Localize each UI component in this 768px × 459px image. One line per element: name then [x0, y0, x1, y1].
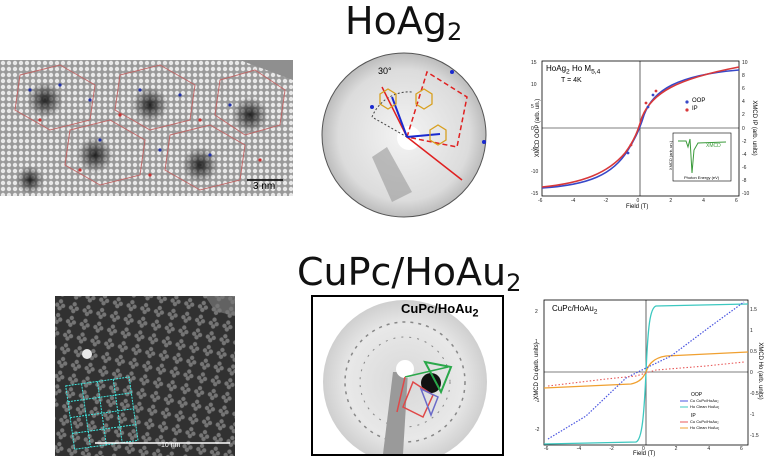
tick-label: 1 — [750, 328, 753, 334]
tick-label: 10 — [531, 81, 537, 88]
tick-label: -4 — [576, 446, 582, 452]
tick-label: -4 — [570, 198, 576, 204]
stm-bottom-scale-label: 10 nm — [161, 442, 181, 449]
tick-label: -1 — [535, 397, 540, 404]
tick-label: 4 — [702, 198, 705, 204]
legend-ip: IP — [692, 106, 698, 112]
xmcd-bottom-xlabel: Field (T) — [633, 451, 656, 457]
tick-label: 2 — [674, 446, 678, 452]
tick-label: -5 — [531, 147, 536, 154]
stm-image-hoag2: 3 nm — [0, 60, 293, 196]
xmcd-sample-label: HoAg2 Ho M5,4 — [546, 64, 601, 76]
leed-pattern-cupc-hoau2: CuPc/HoAu2 — [311, 295, 504, 456]
tick-label: -15 — [531, 191, 539, 197]
tick-label: 0 — [531, 125, 534, 132]
leed-angle-label: 30° — [378, 66, 392, 76]
inset-ylabel: XMCD (arb. un.) — [668, 140, 674, 171]
legend-title-ip: IP — [691, 413, 696, 419]
tick-label: 0.5 — [750, 349, 757, 355]
tick-label: -2 — [742, 138, 747, 145]
xmcd-ylabel-right: XMCD IP (arb. units) — [751, 100, 757, 156]
tick-label: -1 — [750, 412, 755, 418]
tick-label: 8 — [742, 73, 745, 80]
tick-label: 0 — [642, 446, 645, 452]
tick-label: -0.5 — [750, 391, 759, 397]
legend-oop: OOP — [692, 98, 706, 104]
xmcd-ylabel-left: XMCD OOP (arb. un.) — [535, 98, 541, 158]
tick-label: -8 — [742, 177, 747, 184]
legend-oop-ho: Ho Clean HoAu₂ — [690, 404, 720, 409]
tick-label: -2 — [603, 198, 609, 204]
tick-label: 2 — [669, 198, 673, 204]
top-title: HoAg2 — [345, 0, 463, 46]
tick-label: 2 — [535, 309, 538, 315]
leed-pattern-hoag2: 30° — [312, 52, 496, 218]
tick-label: 0 — [742, 125, 745, 132]
inset-xlabel: Photon Energy (eV) — [684, 175, 720, 180]
inset-legend: XMCD — [706, 143, 721, 149]
tick-label: 6 — [740, 446, 743, 452]
tick-label: 0 — [636, 198, 640, 204]
stm-image-cupc-hoau2: 10 nm — [55, 296, 235, 456]
xmcd-xlabel: Field (T) — [626, 204, 649, 210]
bottom-title: CuPc/HoAu2 — [297, 250, 522, 297]
tick-label: -2 — [609, 446, 614, 452]
legend-oop-cu: Cu CuPc/HoAu₂ — [690, 398, 719, 403]
tick-label: 15 — [531, 60, 537, 66]
tick-label: -6 — [538, 198, 543, 204]
legend-ip-ho: Ho Clean HoAu₂ — [690, 425, 720, 430]
tick-label: 0 — [750, 370, 753, 376]
tick-label: -6 — [742, 164, 747, 171]
xmcd-temperature: T = 4K — [561, 77, 582, 84]
leed-sample-label: CuPc/HoAu2 — [401, 301, 479, 320]
stm-scale-label: 3 nm — [253, 181, 276, 192]
tick-label: 6 — [735, 198, 738, 204]
tick-label: 4 — [707, 446, 711, 452]
tick-label: 5 — [531, 103, 534, 110]
tick-label: -1.5 — [750, 433, 759, 439]
legend-ip-cu: Cu CuPc/HoAu₂ — [690, 419, 719, 424]
xmcd-bottom-ylabel-right: XMCD Ho (arb. units) — [757, 342, 763, 400]
tick-label: 4 — [742, 99, 745, 106]
xmcd-cupc-hoau2-chart: CuPc/HoAu2 OOP Cu CuPc/HoAu₂ Ho Clean Ho… — [526, 296, 768, 459]
tick-label: 0 — [535, 368, 538, 374]
tick-label: 2 — [742, 112, 745, 119]
tick-label: -4 — [742, 151, 747, 158]
tick-label: 1.5 — [750, 307, 757, 313]
tick-label: 6 — [742, 86, 745, 93]
tick-label: -10 — [742, 191, 750, 197]
legend-title-oop: OOP — [691, 392, 703, 398]
tick-label: -2 — [535, 427, 540, 433]
tick-label: -10 — [531, 169, 539, 176]
xmcd-bottom-sample-label: CuPc/HoAu2 — [552, 304, 598, 316]
tick-label: -6 — [544, 446, 549, 452]
xmcd-hoag2-chart: HoAg2 Ho M5,4 T = 4K OOP IP XMCD Photon … — [528, 55, 768, 218]
tick-label: 10 — [742, 60, 748, 66]
tick-label: 1 — [535, 338, 538, 345]
